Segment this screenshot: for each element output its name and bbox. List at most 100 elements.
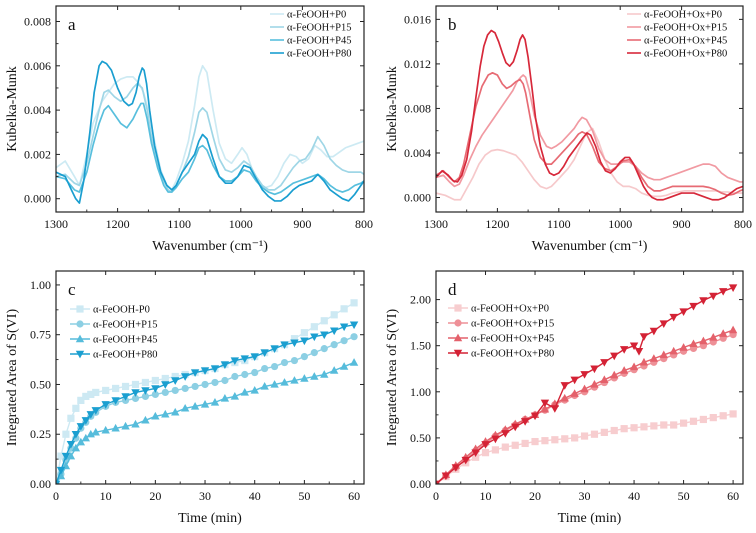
data-point-3-21 [629, 362, 639, 371]
x-tick-label: 1100 [167, 217, 191, 231]
data-point-4-15 [570, 376, 579, 385]
x-tick-label: 0 [53, 489, 59, 503]
data-point-1-20 [620, 425, 628, 433]
legend-entry-label: α-FeOOH-P0 [93, 305, 150, 316]
legend-entry-label: α-FeOOH+Ox+P45 [471, 334, 554, 345]
data-point-1-15 [571, 434, 579, 442]
data-point-1-16 [580, 432, 589, 440]
data-point-4-15 [151, 385, 160, 393]
data-point-3-28 [699, 336, 708, 345]
data-point-4-31 [718, 288, 728, 296]
data-point-2-19 [191, 382, 199, 391]
data-point-4-19 [190, 369, 200, 377]
y-tick-label: 0.016 [404, 12, 431, 26]
legend: α-FeOOH-P0 α-FeOOH+P15 α-FeOOH+P45 α-FeOOH+… [70, 305, 158, 361]
data-point-4-14 [560, 382, 569, 390]
data-point-4-3 [61, 452, 71, 461]
data-point-4-24 [649, 327, 659, 336]
data-point-3-22 [639, 357, 649, 366]
data-point-4-11 [111, 397, 120, 405]
data-point-2-30 [300, 352, 308, 361]
x-tick-label: 30 [199, 489, 211, 503]
y-tick-label: 0.00 [410, 477, 431, 491]
data-point-4-9 [91, 407, 100, 415]
y-axis-title: Integrated Area of S(VI) [385, 309, 400, 447]
series-group [436, 29, 743, 201]
x-tick-label: 1200 [485, 217, 509, 231]
y-tick-label: 0.008 [24, 15, 51, 29]
x-tick-label: 20 [529, 489, 541, 503]
data-point-4-12 [121, 393, 130, 401]
y-tick-label: 0.008 [404, 101, 431, 115]
data-point-1-13 [551, 436, 559, 444]
data-point-3-22 [220, 394, 230, 402]
y-tick-label: 0.012 [404, 57, 431, 71]
data-point-3-6 [76, 437, 86, 446]
data-point-4-30 [709, 292, 718, 301]
series-line-2 [436, 74, 743, 188]
x-tick-label: 10 [480, 489, 492, 503]
legend: α-FeOOH+Ox+P0 α-FeOOH+Ox+P15 α-FeOOH+Ox+P4… [448, 304, 554, 360]
data-point-3-33 [329, 366, 339, 374]
data-point-3-11 [111, 423, 120, 432]
x-tick-label: 30 [579, 489, 591, 503]
legend-swatch-marker [75, 334, 85, 343]
axes-frame [435, 270, 744, 485]
data-point-1-14 [561, 435, 569, 443]
data-point-4-2 [441, 472, 451, 481]
data-point-3-15 [151, 411, 160, 420]
data-point-4-4 [66, 440, 76, 449]
series-line-4 [436, 29, 743, 201]
data-point-1-8 [501, 443, 509, 451]
data-point-4-27 [679, 308, 688, 316]
legend-entry-label: α-FeOOH+P80 [287, 49, 352, 60]
data-point-3-30 [300, 374, 309, 382]
data-point-1-18 [600, 428, 608, 436]
data-point-1-11 [531, 437, 539, 446]
data-point-1-33 [330, 311, 338, 319]
y-tick-label: 1.50 [410, 339, 431, 353]
data-point-3-14 [560, 393, 569, 402]
data-point-4-6 [76, 423, 86, 431]
data-point-4-13 [550, 405, 560, 413]
data-point-2-23 [231, 372, 239, 381]
data-point-2-25 [251, 368, 259, 377]
data-point-4-16 [161, 381, 170, 389]
data-point-1-28 [699, 415, 707, 424]
y-tick-label: 1.00 [410, 385, 431, 399]
y-tick-label: 0.000 [404, 191, 431, 205]
data-point-3-29 [709, 332, 718, 341]
x-tick-label: 50 [678, 489, 690, 503]
data-point-4-24 [240, 355, 249, 363]
x-tick-label: 900 [293, 217, 311, 231]
data-point-3-23 [230, 392, 240, 400]
y-tick-label: 0.50 [410, 431, 431, 445]
data-point-4-7 [491, 435, 500, 444]
data-point-4-5 [71, 431, 81, 439]
legend-swatch-marker [454, 319, 462, 327]
data-point-1-23 [650, 422, 658, 430]
y-tick-label: 1.00 [30, 278, 51, 292]
data-point-3-31 [728, 325, 738, 334]
series-line-3 [436, 71, 743, 197]
data-point-4-16 [580, 371, 589, 379]
data-point-2-13 [131, 394, 140, 403]
data-point-4-33 [329, 327, 339, 336]
data-point-4-29 [290, 339, 299, 348]
data-point-1-26 [679, 419, 688, 427]
y-tick-label: 0.002 [24, 147, 51, 161]
legend: α-FeOOH+Ox+P0 α-FeOOH+Ox+P15 α-FeOOH+Ox+P4… [627, 10, 727, 60]
data-point-3-5 [71, 443, 81, 452]
data-point-3-18 [600, 375, 609, 384]
data-point-1-14 [141, 378, 150, 387]
data-point-1-32 [320, 317, 328, 325]
legend-entry-label: α-FeOOH+Ox+P45 [644, 36, 727, 47]
panel-label: a [68, 15, 76, 34]
data-point-4-18 [600, 359, 609, 367]
legend-swatch-marker [453, 349, 463, 358]
data-point-2-18 [181, 384, 189, 393]
data-point-4-7 [81, 417, 91, 425]
data-point-1-29 [290, 335, 299, 343]
